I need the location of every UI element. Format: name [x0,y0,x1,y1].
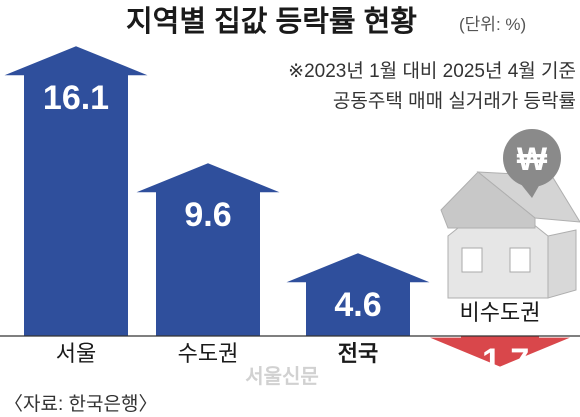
source-label: 〈자료: 한국은행〉 [4,393,157,415]
note-line-1: ※2023년 1월 대비 2025년 4월 기준 [288,60,576,82]
chart-title: 지역별 집값 등락률 현황 [126,5,417,38]
house-window-left [461,247,483,273]
house-icon [440,171,580,299]
value-label-nationwide: 4.6 [334,286,381,324]
won-speech-bubble-icon: ₩ [503,129,561,198]
category-label-capital-area: 수도권 [178,341,239,366]
value-label-seoul: 16.1 [43,79,109,117]
note-line-2: 공동주택 매매 실거래가 등락률 [333,90,576,112]
category-label-seoul: 서울 [56,341,96,366]
bubble-circle [503,129,561,187]
bar-seoul [4,46,148,336]
bar-capital-area [136,163,280,336]
watermark: 서울신문 [245,365,319,388]
house-roof-front [440,171,536,229]
house-side [547,229,577,299]
value-label-non-capital: -1.7 [471,342,530,380]
bubble-tail [520,183,540,198]
house-window-right [509,247,531,273]
category-label-non-capital: 비수도권 [460,300,541,325]
won-symbol: ₩ [517,141,548,177]
value-label-capital-area: 9.6 [184,196,231,234]
unit-label: (단위: %) [459,15,526,34]
bars-group: 16.1 9.6 4.6 -1.7 [4,46,570,380]
category-label-nationwide: 전국 [338,341,378,366]
bar-nationwide [286,253,430,336]
bar-non-capital [430,336,570,367]
